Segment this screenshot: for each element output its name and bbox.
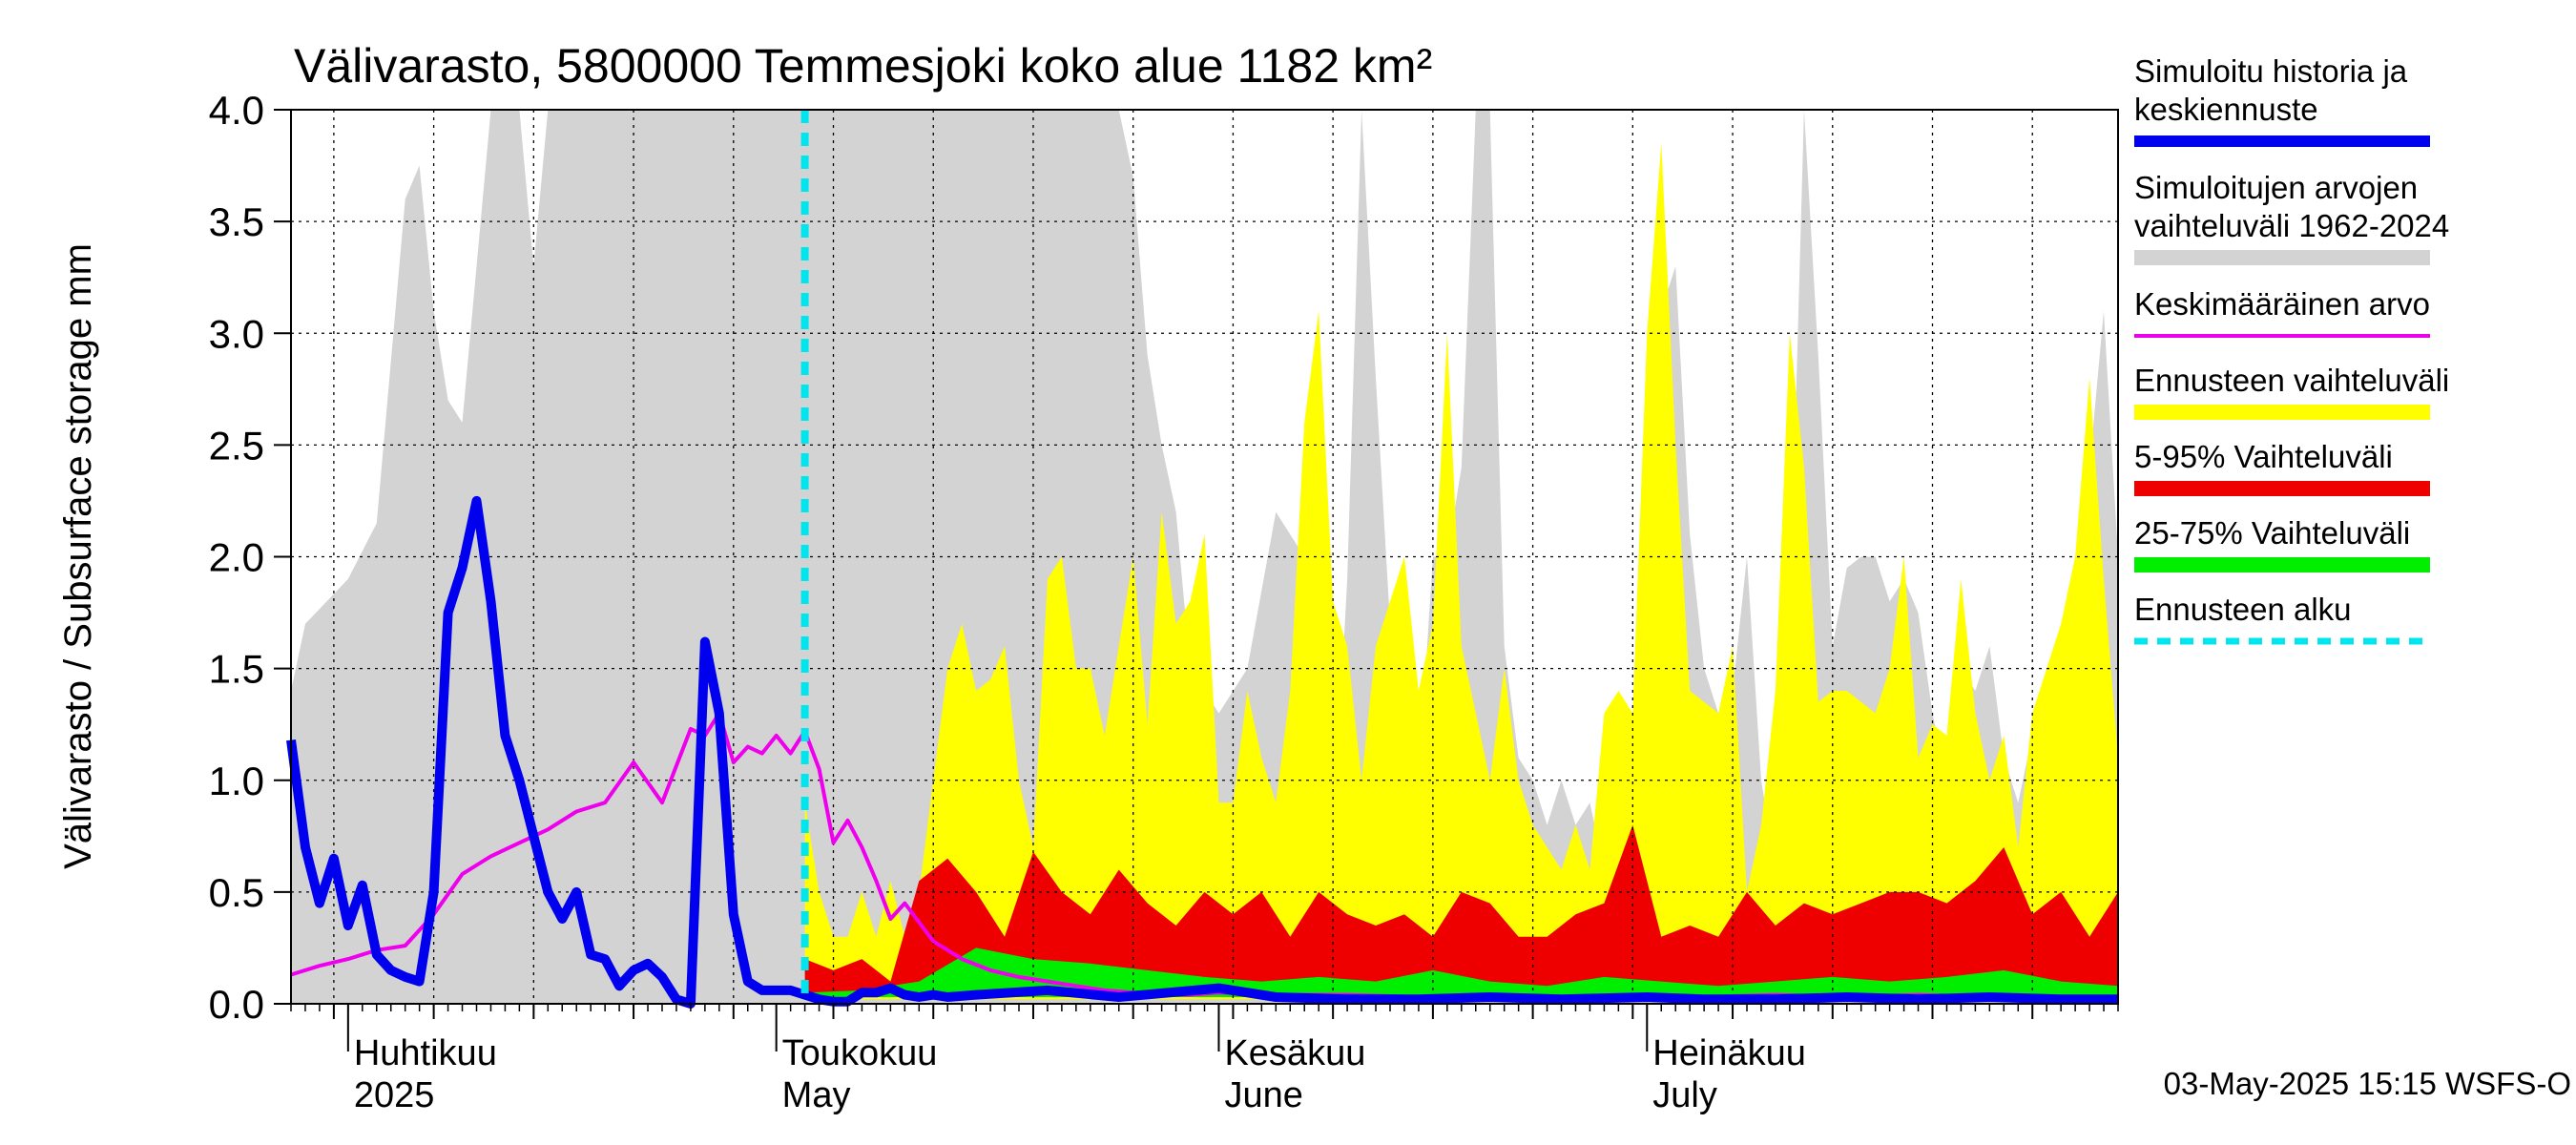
x-month-label-en: May — [782, 1075, 851, 1115]
x-month-label-fi: Huhtikuu — [354, 1033, 497, 1073]
legend-label: Ennusteen vaihteluväli — [2134, 363, 2449, 398]
y-tick-label: 0.5 — [209, 870, 264, 915]
legend-label: 25-75% Vaihteluväli — [2134, 515, 2410, 551]
x-month-label-fi: Toukokuu — [782, 1033, 938, 1073]
y-tick-label: 1.0 — [209, 759, 264, 803]
x-month-label-en: July — [1652, 1075, 1717, 1115]
history-polyline — [286, 495, 2118, 1009]
plot-area — [286, 109, 2118, 1009]
p25-75-area — [804, 947, 2118, 997]
y-tick-label: 1.5 — [209, 647, 264, 692]
x-month-label-fi: Heinäkuu — [1652, 1033, 1806, 1073]
legend-label: Ennusteen alku — [2134, 592, 2352, 627]
p5-95-band — [804, 824, 2118, 997]
y-axis: 0.0 0.5 1.0 1.5 2.0 2.5 3.0 3.5 4.0 — [209, 88, 291, 1027]
p25-75-band — [804, 947, 2118, 997]
legend-label: Keskimääräinen arvo — [2134, 286, 2430, 322]
y-tick-label: 2.5 — [209, 423, 264, 468]
legend-label: Simuloitu historia ja — [2134, 53, 2408, 89]
legend-label: keskiennuste — [2134, 92, 2318, 127]
legend-label: 5-95% Vaihteluväli — [2134, 439, 2393, 474]
y-tick-label: 4.0 — [209, 88, 264, 133]
legend-label: vaihteluväli 1962-2024 — [2134, 208, 2449, 243]
y-tick-label: 3.5 — [209, 199, 264, 244]
y-tick-label: 2.0 — [209, 535, 264, 580]
x-month-label-fi: Kesäkuu — [1224, 1033, 1365, 1073]
x-month-label-en: 2025 — [354, 1075, 435, 1115]
y-axis-label: Välivarasto / Subsurface storage mm — [57, 243, 99, 869]
footer-timestamp: 03-May-2025 15:15 WSFS-O — [2164, 1066, 2571, 1101]
history-line — [286, 495, 2118, 1009]
p5-95-area — [804, 824, 2118, 997]
forecast-range-area — [804, 143, 2118, 1000]
chart-title: Välivarasto, 5800000 Temmesjoki koko alu… — [294, 39, 1432, 93]
y-tick-label: 3.0 — [209, 311, 264, 356]
y-tick-label: 0.0 — [209, 982, 264, 1027]
legend-label: Simuloitujen arvojen — [2134, 170, 2418, 205]
forecast-range-band — [804, 143, 2118, 1000]
x-month-label-en: June — [1224, 1075, 1302, 1115]
